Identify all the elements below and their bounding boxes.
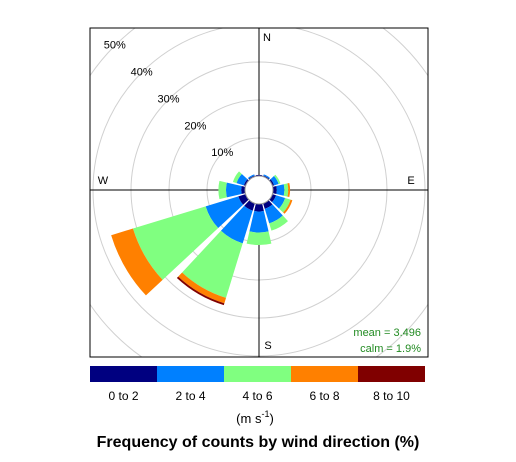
units-end: ) — [269, 411, 273, 426]
units-text: (m s — [236, 411, 262, 426]
chart-title: Frequency of counts by wind direction (%… — [97, 434, 420, 451]
petal-segment — [249, 211, 268, 232]
legend-label: 6 to 8 — [309, 389, 339, 403]
legend-label: 2 to 4 — [175, 389, 205, 403]
petal-segment — [284, 183, 288, 196]
units-label: (m s-1) — [236, 409, 274, 426]
annotation: calm = 1.9% — [360, 343, 421, 355]
petal-segment — [276, 184, 284, 195]
compass-label: S — [264, 340, 271, 352]
legend-label: 4 to 6 — [242, 389, 272, 403]
r-tick-label: 40% — [131, 67, 153, 79]
legend-label: 8 to 10 — [373, 389, 410, 403]
r-tick-label: 50% — [104, 40, 126, 52]
compass-label: E — [407, 175, 414, 187]
legend-swatch — [358, 366, 425, 382]
r-tick-label: 30% — [157, 93, 179, 105]
legend-swatch — [224, 366, 291, 382]
petal-segment — [247, 231, 272, 245]
legend-swatch — [90, 366, 157, 382]
petal-segment — [218, 181, 226, 199]
compass-label: N — [263, 32, 271, 44]
r-tick-label: 10% — [211, 147, 233, 159]
calm-circle — [245, 176, 273, 204]
legend-swatch — [157, 366, 224, 382]
r-tick-label: 20% — [184, 120, 206, 132]
legend-swatch — [291, 366, 358, 382]
units-sup: -1 — [261, 409, 269, 419]
compass-label: W — [98, 175, 109, 187]
legend-label: 0 to 2 — [108, 389, 138, 403]
petal-segment — [226, 183, 242, 198]
petal-segment — [254, 204, 264, 212]
annotation: mean = 3.496 — [353, 327, 421, 339]
